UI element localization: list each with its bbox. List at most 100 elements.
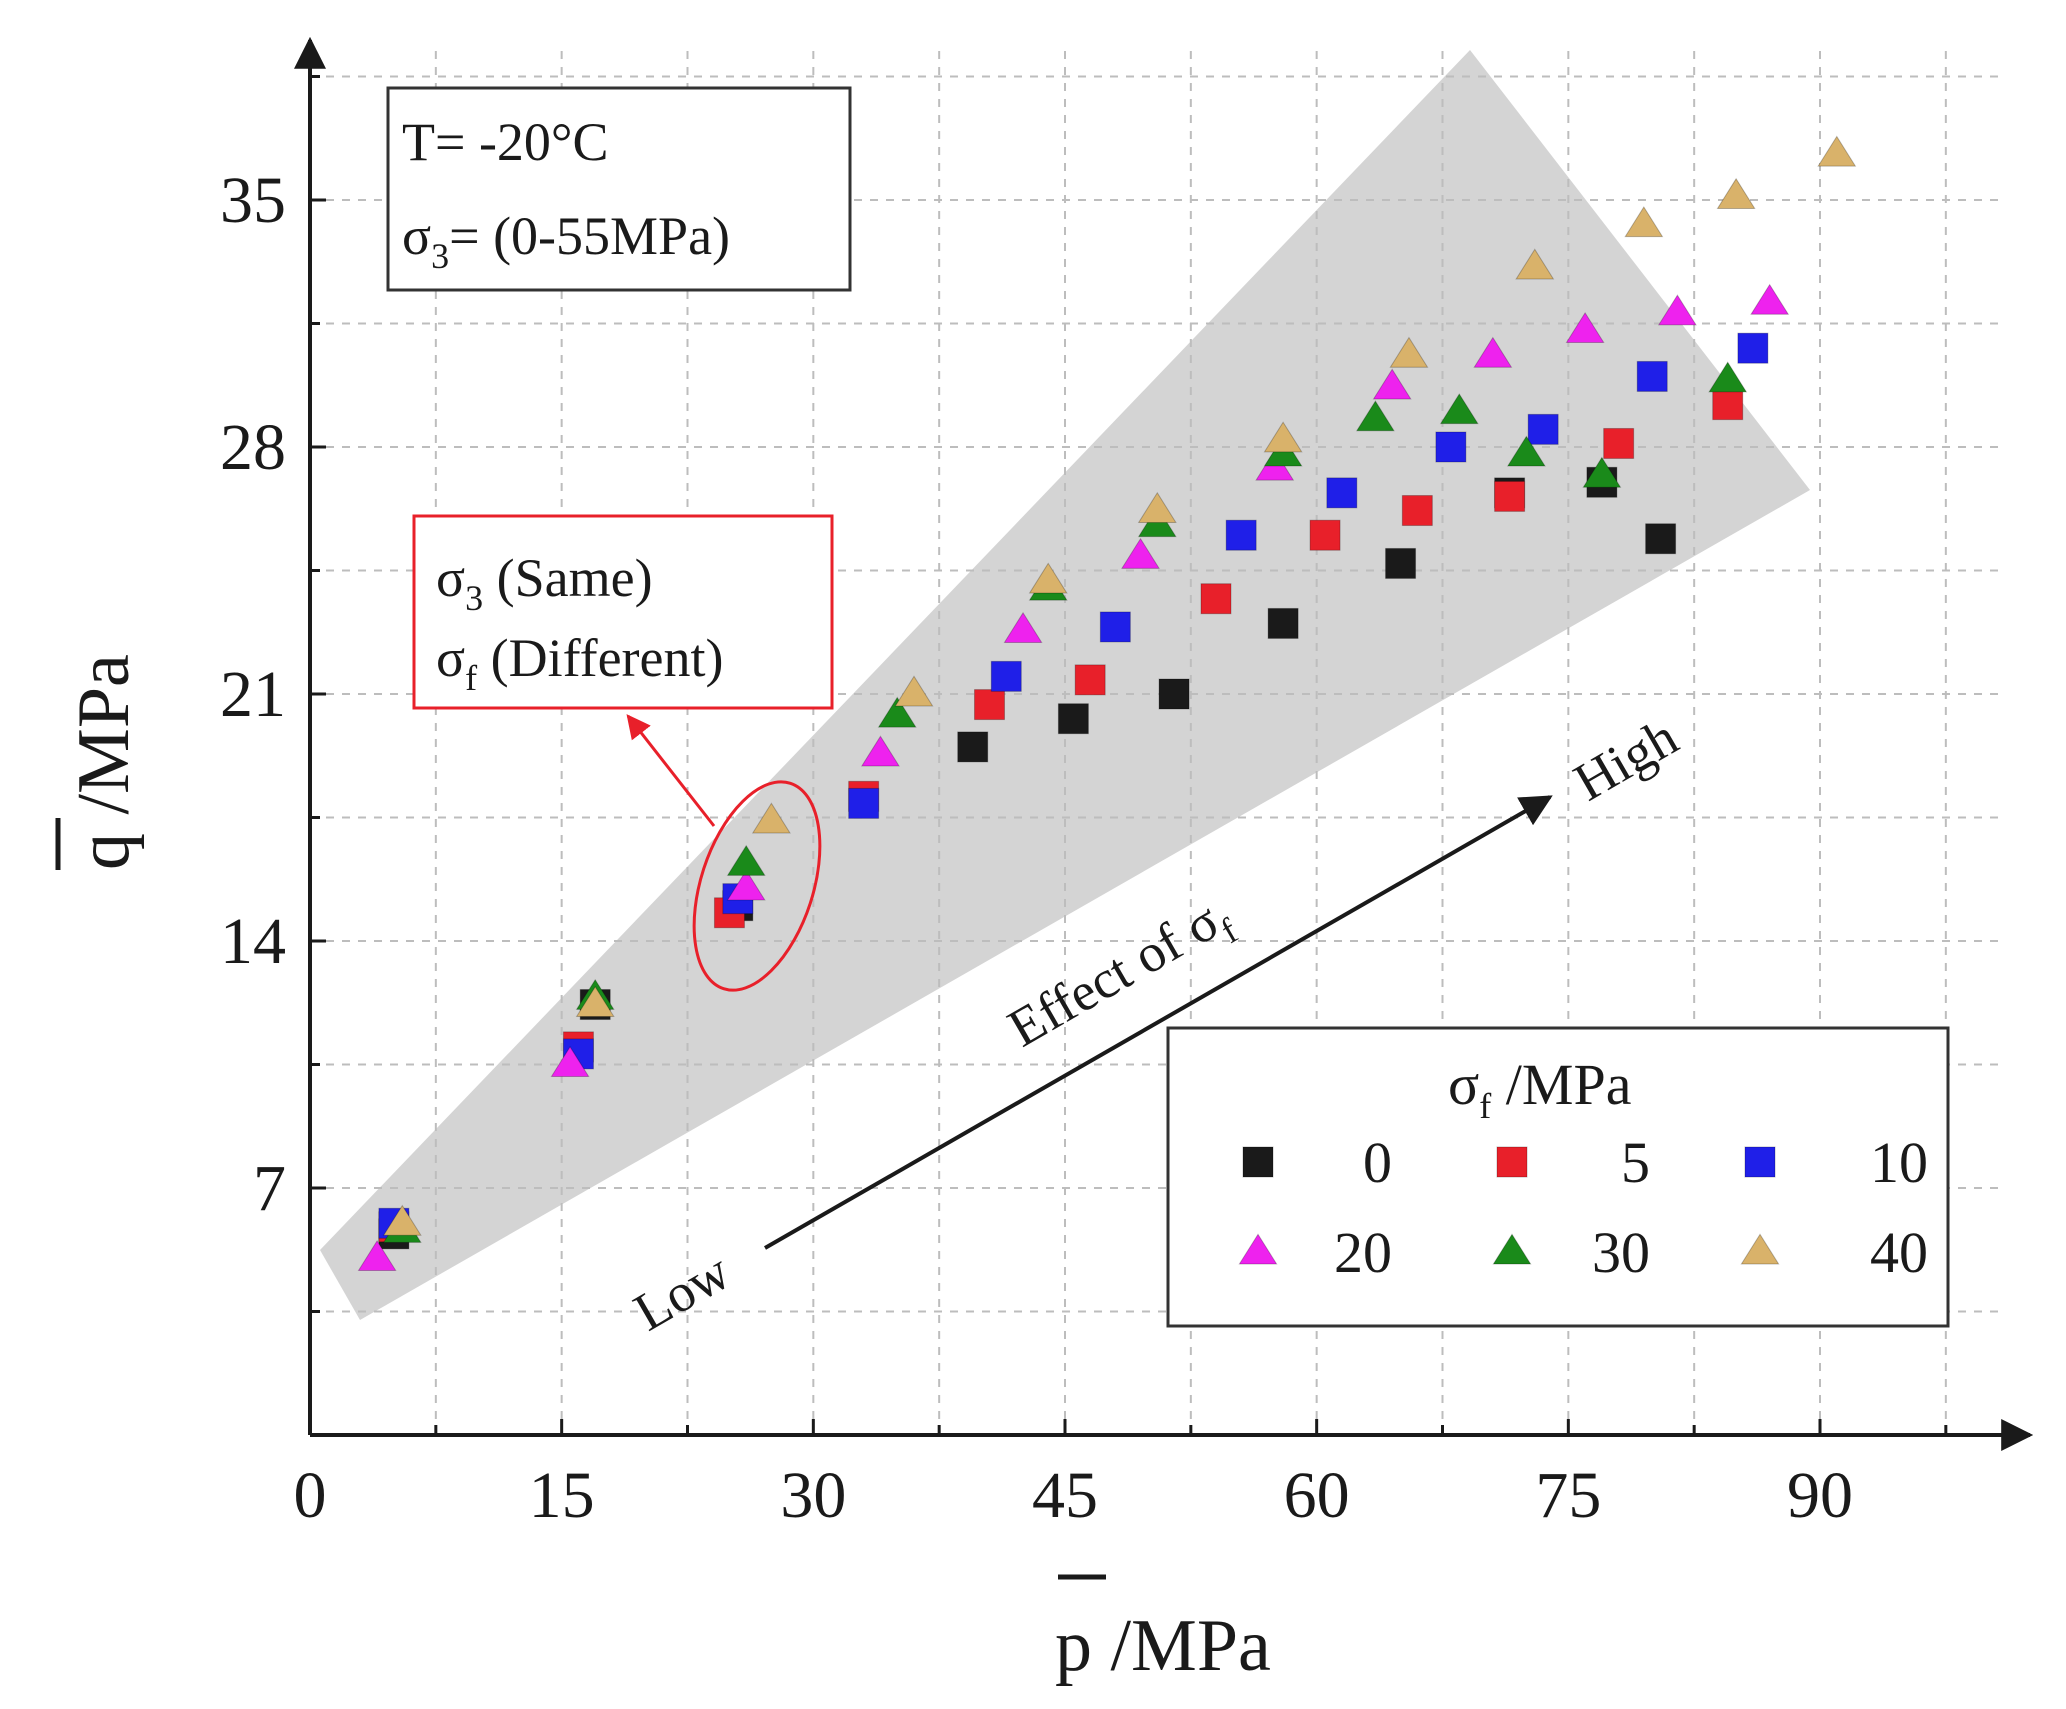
data-point-40	[575, 985, 615, 1017]
data-point-10	[1225, 519, 1257, 551]
data-point-30	[1506, 435, 1546, 467]
data-point-30	[1708, 361, 1748, 393]
legend: σf /MPa 0 5 10 20 30 40	[1166, 1026, 1950, 1328]
data-point-5	[1712, 389, 1744, 421]
data-point-20	[1003, 611, 1043, 643]
y-tick-label: 14	[220, 905, 286, 978]
legend-item-5: 5	[1496, 1130, 1650, 1195]
y-tick-label: 21	[220, 658, 286, 731]
data-point-30	[1582, 456, 1622, 488]
callout-line-same: σ3 (Same)	[436, 548, 653, 618]
data-point-10	[1636, 360, 1668, 392]
data-point-0	[1158, 678, 1190, 710]
data-point-30	[877, 696, 917, 728]
data-point-40	[1389, 336, 1429, 368]
y-axis-title-text: q /MPa	[63, 654, 145, 870]
data-point-40	[1817, 135, 1857, 167]
data-point-0	[1057, 703, 1089, 735]
ticks: 0 15 30 45 60 75 90 7 14 21 28 35	[220, 75, 1948, 1532]
legend-label-40: 40	[1870, 1220, 1928, 1285]
data-points	[357, 135, 1857, 1272]
legend-label-20: 20	[1334, 1220, 1392, 1285]
data-point-40	[894, 675, 934, 707]
data-point-10	[1737, 332, 1769, 364]
legend-title: σf /MPa	[1448, 1052, 1631, 1126]
data-point-5	[1200, 583, 1232, 615]
legend-label-5: 5	[1621, 1130, 1650, 1195]
x-tick-label: 45	[1032, 1459, 1098, 1532]
legend-label-0: 0	[1363, 1130, 1392, 1195]
y-tick-label: 7	[253, 1152, 286, 1225]
x-tick-label: 90	[1787, 1459, 1853, 1532]
callout-line-different: σf (Different)	[436, 628, 723, 698]
data-point-40	[1028, 562, 1068, 594]
x-axis-title-text: p /MPa	[1055, 1605, 1271, 1687]
y-tick-label: 35	[220, 164, 286, 237]
callout-arrow	[626, 714, 716, 827]
envelope-band	[320, 50, 1810, 1320]
callout-box: σ3 (Same) σf (Different)	[412, 514, 834, 710]
data-point-5	[1401, 495, 1433, 527]
data-point-0	[1267, 607, 1299, 639]
conditions-box: T= -20°C σ3= (0-55MPa)	[386, 86, 852, 292]
legend-label-10: 10	[1870, 1130, 1928, 1195]
data-point-20	[1565, 311, 1605, 344]
data-point-40	[1716, 177, 1756, 209]
data-point-40	[1137, 491, 1177, 523]
data-point-20	[1750, 283, 1790, 315]
y-axis-title: q /MPa	[55, 654, 145, 870]
x-tick-label: 30	[780, 1459, 846, 1532]
data-point-0	[1645, 523, 1677, 555]
legend-item-0: 0	[1242, 1130, 1392, 1195]
x-tick-label: 75	[1535, 1459, 1601, 1532]
data-point-40	[1515, 248, 1555, 280]
data-point-20	[550, 1045, 590, 1077]
legend-item-10: 10	[1744, 1130, 1928, 1195]
legend-marker-20	[1238, 1233, 1278, 1265]
legend-marker-10	[1744, 1146, 1776, 1178]
data-point-0	[1385, 547, 1417, 579]
effect-label-high: High	[1564, 706, 1688, 812]
data-point-20	[1372, 368, 1412, 400]
data-point-20	[1120, 537, 1161, 569]
data-point-20	[1657, 294, 1697, 326]
data-point-30	[726, 844, 766, 876]
data-point-10	[1099, 611, 1131, 643]
condition-confining-pressure: σ3= (0-55MPa)	[402, 206, 730, 276]
data-point-5	[1494, 480, 1526, 512]
data-point-5	[1603, 427, 1635, 459]
data-point-10	[1326, 477, 1358, 509]
legend-items: 0 5 10 20 30 40	[1238, 1130, 1928, 1285]
data-point-5	[1074, 664, 1106, 696]
data-point-40	[751, 802, 791, 834]
legend-marker-0	[1242, 1146, 1274, 1178]
data-point-40	[382, 1204, 422, 1236]
y-tick-label: 28	[220, 411, 286, 484]
axes	[294, 36, 2034, 1451]
data-point-20	[1473, 336, 1513, 368]
effect-arrow	[764, 795, 1553, 1250]
data-point-10	[990, 660, 1022, 692]
legend-item-40: 40	[1740, 1220, 1928, 1285]
condition-temperature: T= -20°C	[402, 112, 609, 172]
data-point-20	[357, 1239, 397, 1272]
legend-marker-5	[1496, 1146, 1528, 1178]
data-point-30	[1355, 400, 1395, 432]
data-point-40	[1624, 206, 1664, 238]
x-tick-label: 60	[1284, 1459, 1350, 1532]
data-point-30	[1439, 393, 1479, 425]
data-point-10	[848, 787, 880, 819]
callout-ellipse	[692, 780, 822, 992]
data-point-20	[726, 869, 766, 901]
legend-item-20: 20	[1238, 1220, 1392, 1285]
x-tick-label: 15	[529, 1459, 595, 1532]
data-point-10	[1527, 413, 1559, 445]
x-tick-label: 0	[294, 1459, 327, 1532]
data-point-0	[957, 731, 989, 763]
legend-item-30: 30	[1492, 1220, 1650, 1285]
data-point-5	[974, 689, 1005, 721]
data-point-40	[1263, 421, 1303, 453]
data-point-5	[1309, 519, 1341, 551]
legend-label-30: 30	[1592, 1220, 1650, 1285]
